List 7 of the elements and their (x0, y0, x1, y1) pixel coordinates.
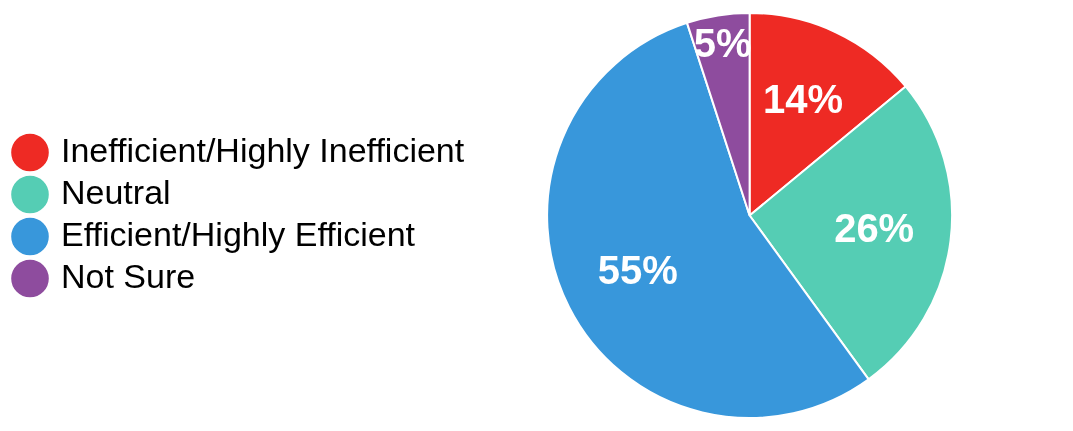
legend-label: Not Sure (61, 256, 196, 295)
data-label: 26% (834, 206, 915, 251)
data-label: 14% (763, 76, 844, 121)
data-label: 55% (597, 247, 678, 292)
legend-label: Inefficient/Highly Inefficient (61, 130, 465, 169)
legend-label: Efficient/Highly Efficient (61, 214, 416, 253)
legend-label: Neutral (61, 172, 171, 211)
